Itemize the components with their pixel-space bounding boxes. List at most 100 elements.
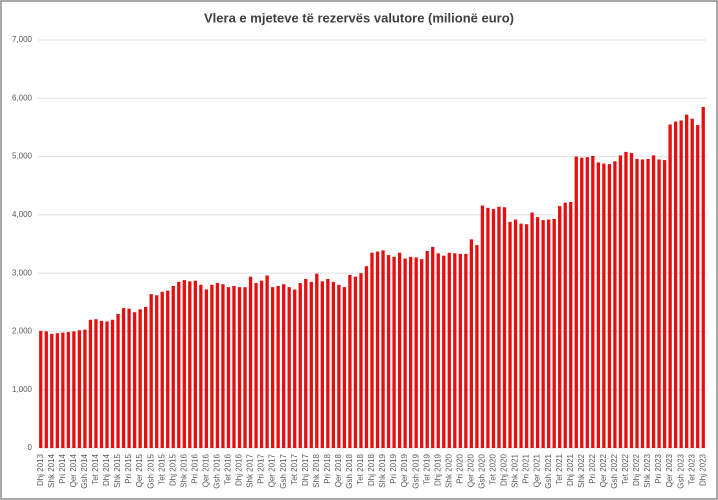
bar xyxy=(431,246,435,448)
bar xyxy=(673,121,678,448)
y-tick-label: 3,000 xyxy=(12,268,33,277)
x-tick-label: Dhj 2023 xyxy=(698,453,707,486)
x-tick-label: Dhj 2017 xyxy=(301,453,310,486)
bar xyxy=(188,281,192,448)
bar xyxy=(270,287,275,448)
bar xyxy=(232,285,236,448)
bar xyxy=(696,125,700,449)
bar xyxy=(210,284,214,448)
bar xyxy=(690,118,694,448)
x-tick-label: Tet 2015 xyxy=(157,453,166,484)
bar xyxy=(364,266,369,448)
y-tick-label: 2,000 xyxy=(12,327,33,336)
bar xyxy=(591,155,595,448)
bar xyxy=(442,255,446,448)
bar xyxy=(552,218,556,448)
bar xyxy=(580,157,584,449)
x-tick-label: Gsh 2019 xyxy=(411,453,420,488)
bar xyxy=(447,252,451,448)
bar xyxy=(458,253,462,448)
bar xyxy=(94,319,98,448)
bar xyxy=(558,206,562,448)
bar xyxy=(530,212,534,448)
bar xyxy=(282,284,286,448)
bar xyxy=(39,330,43,448)
bar xyxy=(110,319,115,448)
bar xyxy=(326,278,330,448)
bar xyxy=(204,289,209,448)
bar xyxy=(386,255,391,448)
y-tick-label: 0 xyxy=(28,443,33,452)
x-tick-label: Shk 2017 xyxy=(246,453,255,487)
bar xyxy=(547,219,551,448)
x-tick-label: Qer 2016 xyxy=(201,453,210,487)
bar xyxy=(392,256,396,448)
x-tick-label: Pri 2023 xyxy=(654,453,663,483)
bar xyxy=(177,281,181,448)
bar xyxy=(629,153,634,448)
x-tick-label: Shk 2014 xyxy=(47,453,56,487)
x-tick-label: Pri 2022 xyxy=(588,453,597,483)
x-tick-label: Dhj 2014 xyxy=(102,453,111,486)
bar xyxy=(464,253,468,448)
bar xyxy=(320,281,324,448)
bar xyxy=(199,284,203,448)
x-tick-label: Dhj 2018 xyxy=(367,453,376,486)
x-tick-label: Dhj 2021 xyxy=(566,453,575,486)
x-tick-label: Qer 2020 xyxy=(466,453,475,487)
bar xyxy=(237,287,242,448)
x-tick-label: Qer 2017 xyxy=(268,453,277,487)
bar xyxy=(685,114,689,448)
x-tick-label: Gsh 2018 xyxy=(345,453,354,488)
bar xyxy=(276,285,280,448)
bar xyxy=(701,107,705,449)
x-tick-label: Pri 2020 xyxy=(455,453,464,483)
bar xyxy=(182,280,186,448)
bar xyxy=(569,202,573,448)
bar xyxy=(436,253,440,448)
x-tick-label: Dhj 2022 xyxy=(632,453,641,486)
x-tick-label: Pri 2019 xyxy=(389,453,398,483)
bar xyxy=(541,220,545,448)
bar xyxy=(359,273,363,448)
x-tick-label: Dhj 2013 xyxy=(36,453,45,486)
bar xyxy=(596,162,601,448)
x-tick-label: Tet 2014 xyxy=(91,453,100,484)
x-tick-label: Tet 2021 xyxy=(555,453,564,484)
bar xyxy=(502,207,507,448)
bar xyxy=(293,289,297,448)
bar xyxy=(127,308,131,448)
bar xyxy=(613,161,617,448)
bar xyxy=(679,120,683,448)
bar xyxy=(243,287,247,448)
bar xyxy=(72,331,76,448)
bar xyxy=(563,202,567,448)
x-tick-label: Shk 2022 xyxy=(577,453,586,487)
x-tick-label: Shk 2019 xyxy=(378,453,387,487)
bar xyxy=(77,330,82,448)
x-tick-label: Qer 2019 xyxy=(400,453,409,487)
bar xyxy=(414,257,418,448)
bar xyxy=(61,332,65,448)
x-tick-label: Shk 2015 xyxy=(113,453,122,487)
x-tick-label: Gsh 2022 xyxy=(610,453,619,488)
bar xyxy=(132,312,137,448)
x-tick-label: Pri 2016 xyxy=(190,453,199,483)
bar xyxy=(453,253,457,448)
x-tick-label: Shk 2020 xyxy=(444,453,453,487)
x-tick-label: Dhj 2015 xyxy=(168,453,177,486)
x-tick-label: Qer 2015 xyxy=(135,453,144,487)
bar xyxy=(298,283,302,448)
bar xyxy=(337,284,341,448)
bar xyxy=(524,224,529,448)
bar xyxy=(480,205,485,448)
x-tick-label: Tet 2019 xyxy=(422,453,431,484)
bar xyxy=(668,124,672,448)
bar xyxy=(342,287,347,448)
bar xyxy=(475,245,479,448)
bar xyxy=(116,313,120,448)
x-tick-label: Gsh 2017 xyxy=(279,453,288,488)
x-tick-label: Qer 2022 xyxy=(599,453,608,487)
x-tick-label: Qer 2021 xyxy=(533,453,542,487)
